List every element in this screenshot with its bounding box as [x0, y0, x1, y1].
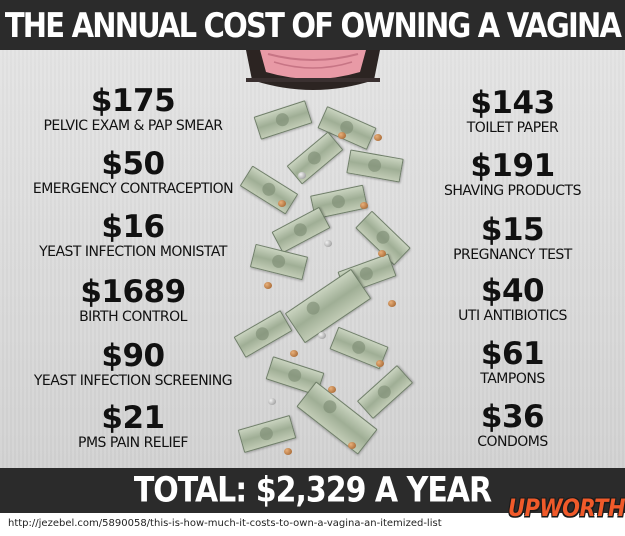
coin-icon — [328, 386, 336, 393]
source-url: http://jezebel.com/5890058/this-is-how-m… — [8, 518, 442, 529]
cost-item-uti-antibiotics: $40 UTI ANTIBIOTICS — [410, 274, 615, 324]
dollar-bill-icon — [346, 149, 404, 183]
cost-label: TAMPONS — [480, 371, 545, 387]
cost-amount: $90 — [101, 338, 165, 374]
dollar-bill-icon — [356, 365, 414, 419]
dollar-bill-icon — [249, 243, 309, 281]
cost-label: PMS PAIN RELIEF — [78, 435, 188, 451]
cost-item-condoms: $36 CONDOMS — [410, 400, 615, 450]
coin-icon — [348, 442, 356, 449]
coin-icon — [374, 134, 382, 141]
coin-icon — [338, 132, 346, 139]
cost-label: UTI ANTIBIOTICS — [458, 308, 567, 324]
cost-amount: $50 — [101, 146, 165, 182]
cost-item-pms-pain-relief: $21 PMS PAIN RELIEF — [8, 401, 258, 451]
cost-label: CONDOMS — [477, 434, 548, 450]
header-bar: THE ANNUAL COST OF OWNING A VAGINA — [0, 0, 625, 50]
dollar-bill-icon — [286, 131, 344, 185]
cost-item-yeast-infection-screening: $90 YEAST INFECTION SCREENING — [8, 339, 258, 389]
cost-item-toilet-paper: $143 TOILET PAPER — [410, 86, 615, 136]
total-amount: TOTAL: $2,329 A YEAR — [133, 470, 492, 511]
cost-amount: $1689 — [80, 274, 186, 310]
cost-amount: $191 — [470, 148, 555, 184]
dollar-bill-icon — [233, 310, 293, 358]
coin-icon — [278, 200, 286, 207]
coin-icon — [284, 448, 292, 455]
source-strip: http://jezebel.com/5890058/this-is-how-m… — [0, 513, 625, 536]
cost-panel: $175 PELVIC EXAM & PAP SMEAR $50 EMERGEN… — [0, 50, 625, 468]
cost-amount: $143 — [470, 85, 555, 121]
cost-item-emergency-contraception: $50 EMERGENCY CONTRACEPTION — [8, 147, 258, 197]
cost-amount: $36 — [480, 399, 545, 435]
coin-icon — [324, 240, 332, 247]
coin-icon — [290, 350, 298, 357]
cost-item-shaving-products: $191 SHAVING PRODUCTS — [410, 149, 615, 199]
dollar-bill-icon — [271, 206, 331, 254]
cost-amount: $175 — [90, 83, 176, 119]
coin-icon — [388, 300, 396, 307]
coin-icon — [268, 398, 276, 405]
cost-label: BIRTH CONTROL — [79, 309, 187, 325]
cost-amount: $21 — [101, 400, 165, 436]
cost-label: EMERGENCY CONTRACEPTION — [32, 181, 234, 197]
cost-item-pelvic-exam: $175 PELVIC EXAM & PAP SMEAR — [8, 84, 258, 134]
cost-label: YEAST INFECTION SCREENING — [33, 373, 233, 389]
dollar-bill-icon — [253, 100, 313, 140]
cost-label: YEAST INFECTION MONISTAT — [39, 244, 227, 260]
total-bar: TOTAL: $2,329 A YEAR — [0, 468, 625, 513]
cost-item-pregnancy-test: $15 PREGNANCY TEST — [410, 213, 615, 263]
coin-icon — [318, 332, 326, 339]
cost-label: PELVIC EXAM & PAP SMEAR — [43, 118, 223, 134]
coin-icon — [378, 250, 386, 257]
coin-icon — [298, 172, 306, 179]
falling-money-purse-icon — [228, 50, 428, 468]
cost-label: SHAVING PRODUCTS — [443, 183, 582, 199]
cost-amount: $61 — [480, 336, 545, 372]
cost-amount: $40 — [480, 273, 545, 309]
cost-amount: $16 — [101, 209, 165, 245]
cost-label: TOILET PAPER — [466, 120, 559, 136]
purse-icon — [246, 50, 380, 90]
brand-logo: UPWORTHY — [508, 494, 625, 522]
dollar-bill-icon — [239, 165, 299, 215]
coin-icon — [264, 282, 272, 289]
cost-item-birth-control: $1689 BIRTH CONTROL — [8, 275, 258, 325]
coin-icon — [376, 360, 384, 367]
cost-item-tampons: $61 TAMPONS — [410, 337, 615, 387]
cost-amount: $15 — [480, 212, 545, 248]
coin-icon — [360, 202, 368, 209]
cost-label: PREGNANCY TEST — [453, 247, 572, 263]
dollar-bill-icon — [284, 268, 372, 344]
page-title: THE ANNUAL COST OF OWNING A VAGINA — [4, 4, 622, 46]
cost-item-yeast-infection-monistat: $16 YEAST INFECTION MONISTAT — [8, 210, 258, 260]
